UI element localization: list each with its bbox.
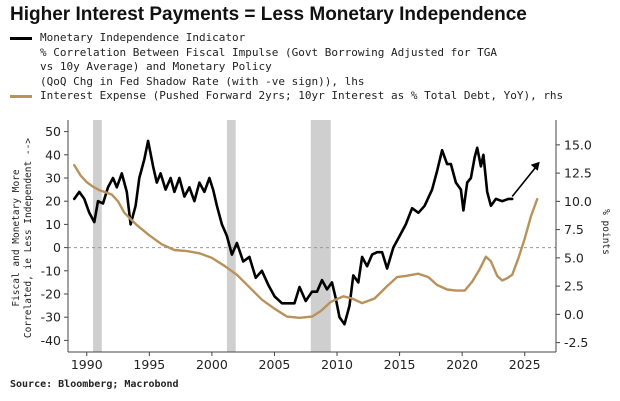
x-tick-label-1995: 1995 xyxy=(133,357,165,372)
left-axis-label: Fiscal and Monetary More Correlated, ie L… xyxy=(11,138,34,338)
up-arrow-shaft xyxy=(511,164,539,198)
recession-band-1 xyxy=(93,120,102,352)
series-line-interest-expense xyxy=(73,164,539,319)
left-axis-label-line-2: Correlated, ie Less Independent --> xyxy=(23,138,34,338)
source-note: Source: Bloomberg; Macrobond xyxy=(10,379,179,390)
legend-line-1: Monetary Independence Indicator xyxy=(40,31,246,44)
right-tick-label-6: 0.0 xyxy=(564,307,584,322)
right-tick-label-5: 2.5 xyxy=(564,279,584,294)
x-tick-label-2015: 2015 xyxy=(384,357,416,372)
series-line-monetary-independence xyxy=(73,139,514,326)
left-tick-label-50: 50 xyxy=(45,124,61,139)
legend-line-5: Interest Expense (Pushed Forward 2yrs; 1… xyxy=(40,89,564,102)
right-axis-label: % points xyxy=(600,209,611,255)
recession-band-2 xyxy=(226,120,236,352)
left-axis-label-line-1: Fiscal and Monetary More xyxy=(11,169,22,307)
x-tick-label-2020: 2020 xyxy=(446,357,478,372)
legend-entry-interest-expense: Interest Expense (Pushed Forward 2yrs; 1… xyxy=(10,89,563,104)
up-arrow-head xyxy=(530,161,540,171)
legend-entry-monetary-independence: Monetary Independence Indicator % Correl… xyxy=(10,31,563,89)
right-tick-label-3: 7.5 xyxy=(564,222,584,237)
left-tick-label--30: -30 xyxy=(41,310,61,325)
right-tick-label-7: -2.5 xyxy=(564,335,588,350)
legend-line-4: (QoQ Chg in Fed Shadow Rate (with -ve si… xyxy=(40,74,365,88)
right-tick-label-0: 15.0 xyxy=(564,137,592,152)
right-tick-label-1: 12.5 xyxy=(564,166,592,181)
legend-swatch-tan xyxy=(10,95,32,98)
legend: Monetary Independence Indicator % Correl… xyxy=(10,31,563,104)
x-tick-label-2025: 2025 xyxy=(509,357,541,372)
left-tick-label-20: 20 xyxy=(45,194,61,209)
chart-title: Higher Interest Payments = Less Monetary… xyxy=(10,4,527,25)
left-tick-label-0: 0 xyxy=(53,240,61,255)
left-tick-label--40: -40 xyxy=(41,333,61,348)
left-tick-label-30: 30 xyxy=(45,171,61,186)
x-tick-label-2005: 2005 xyxy=(259,357,291,372)
legend-line-3: vs 10y Average) and Monetary Policy xyxy=(40,60,272,73)
left-tick-label-10: 10 xyxy=(45,217,61,232)
x-tick-label-2010: 2010 xyxy=(321,357,353,372)
recession-band-3 xyxy=(310,120,331,352)
x-tick-label-1990: 1990 xyxy=(71,357,103,372)
right-tick-label-2: 10.0 xyxy=(564,194,592,209)
x-tick-label-2000: 2000 xyxy=(196,357,228,372)
right-axis-label-text: % points xyxy=(600,209,611,255)
legend-swatch-black xyxy=(10,37,32,40)
right-tick-label-4: 5.0 xyxy=(564,250,584,265)
left-tick-label--20: -20 xyxy=(41,287,61,302)
left-tick-label--10: -10 xyxy=(41,263,61,278)
legend-line-2: % Correlation Between Fiscal Impulse (Go… xyxy=(40,45,497,59)
left-tick-label-40: 40 xyxy=(45,147,61,162)
